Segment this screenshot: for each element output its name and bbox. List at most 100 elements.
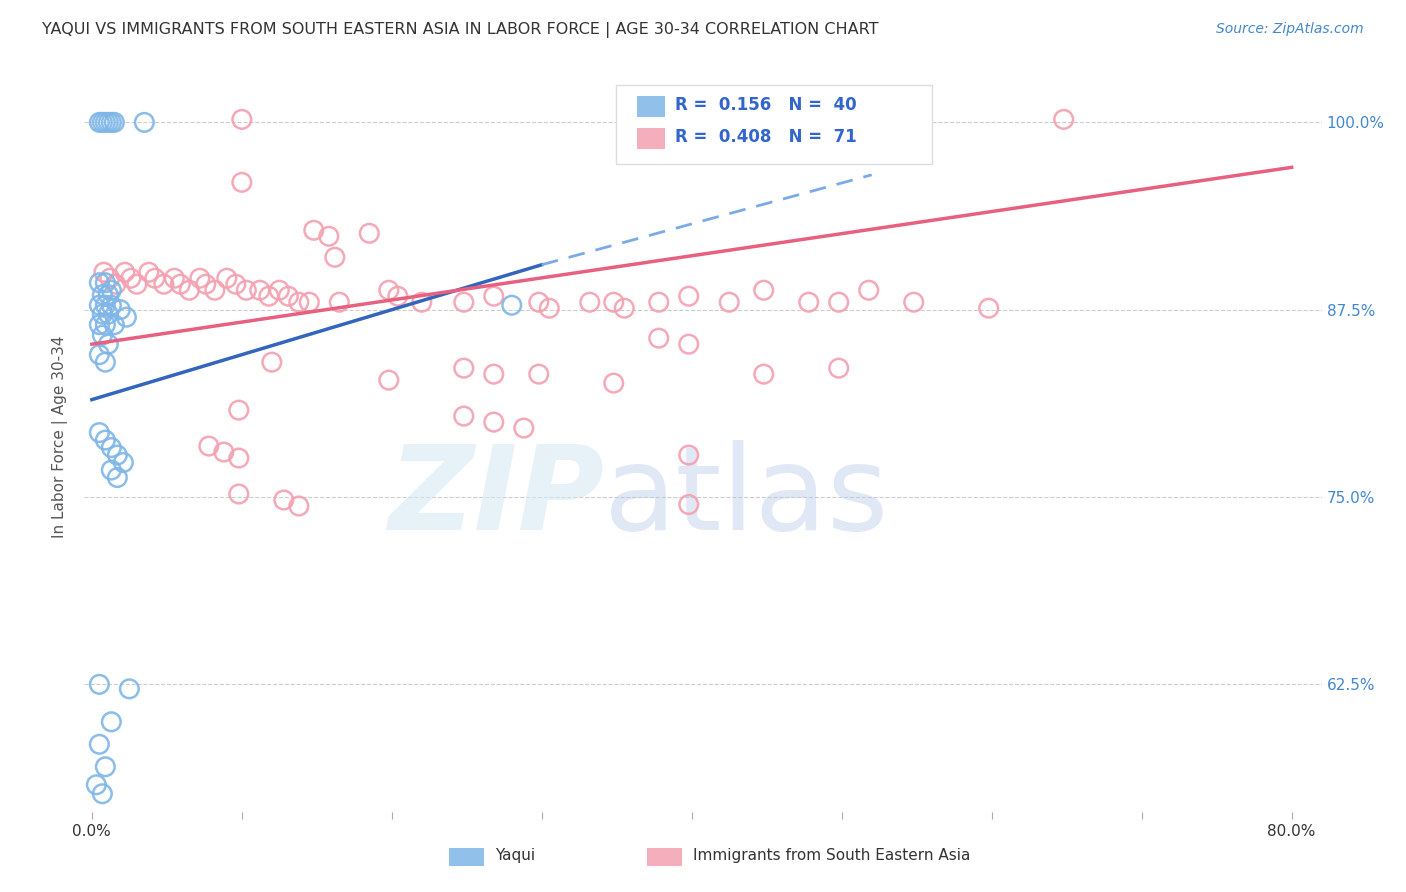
FancyBboxPatch shape bbox=[637, 128, 665, 149]
Point bbox=[100, 441, 122, 455]
Point bbox=[100, 283, 122, 297]
Point bbox=[198, 439, 221, 453]
Point bbox=[98, 271, 121, 285]
Point bbox=[110, 302, 132, 317]
Point bbox=[94, 276, 117, 290]
Text: ZIP: ZIP bbox=[388, 440, 605, 555]
Point bbox=[249, 283, 271, 297]
Point bbox=[387, 289, 409, 303]
Point bbox=[91, 307, 114, 321]
Point bbox=[194, 277, 217, 292]
Point bbox=[501, 298, 523, 312]
Point bbox=[235, 283, 257, 297]
Point bbox=[86, 778, 108, 792]
Point bbox=[482, 367, 505, 381]
Point bbox=[153, 277, 176, 292]
Point bbox=[1053, 112, 1076, 127]
Point bbox=[578, 295, 600, 310]
Point bbox=[648, 295, 671, 310]
Text: Yaqui: Yaqui bbox=[495, 847, 536, 863]
Point bbox=[453, 295, 475, 310]
Point bbox=[328, 295, 350, 310]
Point bbox=[538, 301, 561, 316]
Point bbox=[260, 355, 283, 369]
Point bbox=[752, 283, 775, 297]
Point bbox=[269, 283, 291, 297]
Point bbox=[93, 265, 115, 279]
Point bbox=[120, 271, 142, 285]
Point bbox=[104, 277, 127, 292]
Point bbox=[903, 295, 925, 310]
Point bbox=[678, 337, 700, 351]
Point bbox=[378, 373, 401, 387]
Point bbox=[91, 287, 114, 301]
Point bbox=[527, 295, 550, 310]
Text: Source: ZipAtlas.com: Source: ZipAtlas.com bbox=[1216, 22, 1364, 37]
Point bbox=[89, 298, 111, 312]
Point bbox=[977, 301, 1000, 316]
Point bbox=[94, 760, 117, 774]
Point bbox=[298, 295, 321, 310]
Point bbox=[97, 307, 120, 321]
Point bbox=[257, 289, 280, 303]
Point bbox=[179, 283, 201, 297]
Point bbox=[453, 409, 475, 423]
Point bbox=[678, 498, 700, 512]
Point bbox=[169, 277, 191, 292]
Point bbox=[103, 115, 125, 129]
Point bbox=[188, 271, 211, 285]
Point bbox=[797, 295, 820, 310]
Point bbox=[482, 289, 505, 303]
Point bbox=[89, 318, 111, 332]
Point bbox=[91, 328, 114, 343]
Point bbox=[89, 677, 111, 691]
Point bbox=[273, 493, 295, 508]
Point bbox=[858, 283, 880, 297]
Text: Immigrants from South Eastern Asia: Immigrants from South Eastern Asia bbox=[693, 847, 970, 863]
Y-axis label: In Labor Force | Age 30-34: In Labor Force | Age 30-34 bbox=[52, 335, 69, 539]
Point bbox=[138, 265, 160, 279]
FancyBboxPatch shape bbox=[616, 85, 932, 163]
Point bbox=[277, 289, 299, 303]
Point bbox=[228, 403, 250, 417]
Point bbox=[114, 265, 136, 279]
Point bbox=[94, 318, 117, 332]
Point bbox=[115, 310, 138, 325]
Point bbox=[613, 301, 636, 316]
Point bbox=[603, 295, 626, 310]
Point bbox=[89, 348, 111, 362]
Point bbox=[212, 445, 235, 459]
Point bbox=[97, 287, 120, 301]
Point bbox=[323, 250, 346, 264]
Text: R =  0.156   N =  40: R = 0.156 N = 40 bbox=[675, 96, 856, 114]
Point bbox=[318, 229, 340, 244]
FancyBboxPatch shape bbox=[637, 96, 665, 117]
Point bbox=[453, 361, 475, 376]
Point bbox=[828, 361, 851, 376]
Point bbox=[143, 271, 166, 285]
Point bbox=[94, 298, 117, 312]
Point bbox=[100, 298, 122, 312]
Point bbox=[89, 276, 111, 290]
Point bbox=[94, 115, 117, 129]
Point bbox=[231, 175, 253, 189]
Point bbox=[91, 115, 114, 129]
Point bbox=[648, 331, 671, 345]
Point bbox=[94, 433, 117, 447]
Point bbox=[359, 227, 381, 241]
Point bbox=[100, 463, 122, 477]
Point bbox=[134, 115, 156, 129]
Point bbox=[302, 223, 325, 237]
Point bbox=[97, 337, 120, 351]
Point bbox=[97, 115, 120, 129]
Point bbox=[228, 451, 250, 466]
Point bbox=[718, 295, 741, 310]
Point bbox=[94, 355, 117, 369]
Point bbox=[105, 470, 128, 484]
Point bbox=[288, 295, 311, 310]
Point bbox=[288, 499, 311, 513]
Point bbox=[125, 277, 148, 292]
Point bbox=[91, 787, 114, 801]
Point bbox=[527, 367, 550, 381]
Point bbox=[752, 367, 775, 381]
